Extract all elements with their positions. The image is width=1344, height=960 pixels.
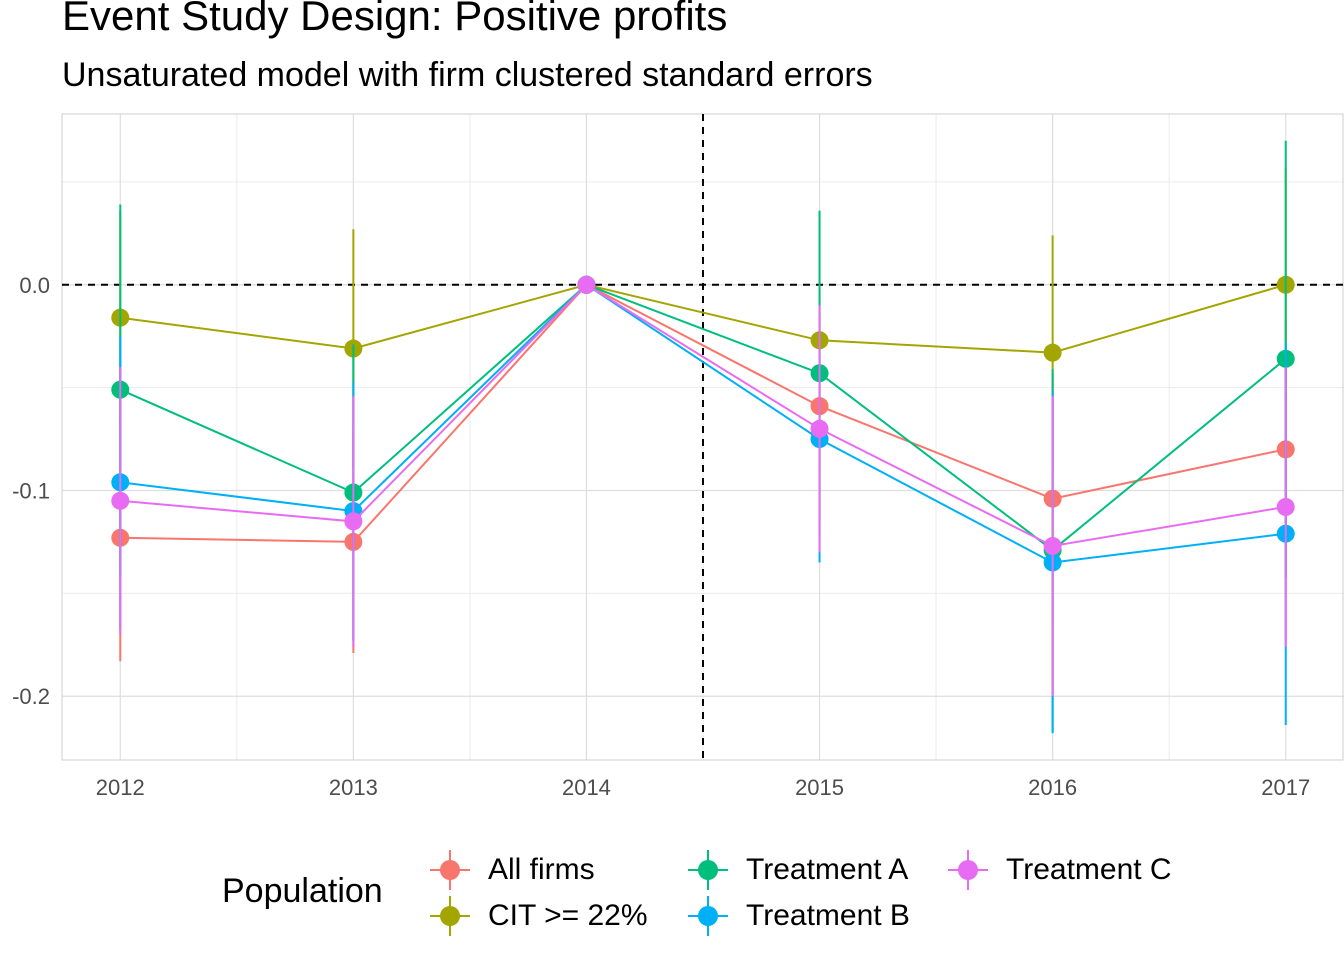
legend-label: CIT >= 22% [488,899,648,932]
series-line [120,283,1286,564]
plot-area: 2012 2013 2014 2015 2016 2017 0.0 -0.1 -0.2 [12,113,1344,800]
data-point [1276,497,1295,516]
legend-point-glyph [698,860,718,880]
axis-labels: 2012 2013 2014 2015 2016 2017 0.0 -0.1 -0.2 [12,273,1310,800]
legend-item-cit: CIT >= 22% [428,894,648,938]
x-tick-label: 2013 [329,775,378,800]
legend-key-icon [948,850,988,890]
data-point [344,512,363,531]
legend-point-glyph [440,860,460,880]
legend-key-icon [430,850,470,890]
x-tick-label: 2014 [562,775,611,800]
legend-key-icon [688,850,728,890]
data-point [111,491,130,510]
legend-point-glyph [440,906,460,926]
legend-key-icon [688,896,728,936]
legend: Population All firms CIT >= 22% Treatmen… [0,840,1344,950]
series-line [120,283,1286,548]
series-4 [111,275,1295,697]
x-tick-label: 2015 [795,775,844,800]
legend-label: Treatment C [1006,853,1172,886]
chart-subtitle: Unsaturated model with firm clustered st… [62,56,873,94]
legend-label: All firms [488,853,595,886]
legend-point-glyph [958,860,978,880]
legend-item-treatment-a: Treatment A [686,848,908,892]
y-tick-label: -0.2 [12,684,50,709]
y-tick-label: -0.1 [12,478,50,503]
data-point [1043,537,1062,556]
legend-key-icon [430,896,470,936]
legend-point-glyph [698,906,718,926]
y-tick-label: 0.0 [19,273,50,298]
series-layer [111,140,1295,734]
legend-label: Treatment B [746,899,910,932]
data-point [1043,343,1062,362]
legend-item-treatment-c: Treatment C [946,848,1172,892]
legend-item-treatment-b: Treatment B [686,894,910,938]
chart-title: Event Study Design: Positive profits [62,0,728,39]
reference-lines [62,114,1344,760]
data-point [577,275,596,294]
legend-label: Treatment A [746,853,909,886]
x-tick-label: 2017 [1261,775,1310,800]
series-line [119,283,1287,552]
series-line [120,283,1286,354]
series-line [120,283,1286,543]
x-tick-label: 2012 [96,775,145,800]
legend-title: Population [222,872,383,910]
legend-item-all-firms: All firms [428,848,595,892]
x-tick-label: 2016 [1028,775,1077,800]
data-point [810,419,829,438]
